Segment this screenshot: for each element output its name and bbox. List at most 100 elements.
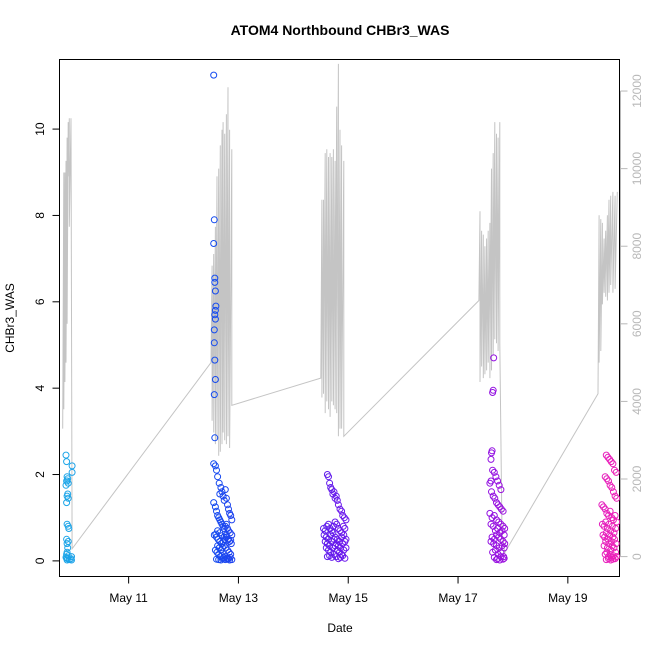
data-point	[602, 451, 610, 459]
data-point	[489, 492, 497, 500]
data-point	[326, 552, 334, 560]
data-point	[608, 484, 616, 491]
data-point	[342, 544, 350, 552]
data-point	[210, 499, 218, 507]
data-point	[325, 473, 332, 481]
data-point	[486, 479, 494, 487]
data-point	[494, 477, 502, 485]
data-point	[497, 505, 505, 513]
data-point	[63, 477, 71, 485]
data-point	[338, 533, 346, 541]
data-point	[486, 509, 494, 517]
y-tick-label: 8	[33, 212, 47, 219]
data-point	[212, 302, 220, 310]
data-point	[211, 287, 219, 295]
data-point	[64, 544, 72, 552]
data-point	[497, 535, 505, 543]
data-point	[341, 538, 349, 545]
data-point	[492, 473, 500, 481]
data-point	[63, 458, 71, 466]
x-axis: May 11 May 13 May 15 May 17 May 19	[109, 576, 588, 605]
data-point	[606, 455, 614, 463]
data-point	[215, 479, 223, 487]
x-axis-label: Date	[327, 621, 353, 635]
data-point	[227, 512, 235, 519]
y-tick-label: 4	[33, 385, 47, 392]
data-point	[211, 306, 219, 314]
data-point	[488, 533, 496, 541]
data-point	[487, 520, 495, 528]
data-point	[611, 492, 619, 500]
data-point	[495, 481, 503, 489]
data-point	[603, 475, 611, 483]
data-point	[334, 501, 342, 509]
flight-4-points	[486, 354, 509, 564]
y2-tick-label: 6000	[630, 310, 644, 337]
data-point	[499, 507, 507, 515]
data-point	[212, 530, 220, 538]
data-point	[613, 518, 621, 526]
data-point	[68, 468, 76, 476]
data-point	[490, 354, 498, 362]
data-point	[211, 546, 219, 554]
data-point	[609, 460, 617, 468]
y2-tick-label: 12000	[630, 74, 644, 108]
data-point	[210, 216, 218, 224]
data-point	[322, 544, 330, 552]
data-point	[332, 553, 340, 561]
data-point	[340, 531, 348, 539]
data-point	[222, 520, 230, 528]
data-point	[339, 522, 347, 530]
data-point	[217, 484, 225, 491]
y-axis-left: 0 2 4 6 8 10	[33, 122, 60, 564]
data-point	[611, 535, 618, 543]
data-point	[63, 540, 71, 548]
data-point	[62, 451, 70, 459]
data-point	[604, 453, 612, 461]
data-point	[500, 544, 508, 552]
data-point	[611, 512, 619, 519]
data-point	[214, 527, 222, 535]
data-point	[63, 535, 71, 543]
data-point	[226, 529, 234, 537]
data-point	[220, 542, 228, 550]
data-point	[598, 501, 606, 509]
x-tick-label: May 13	[219, 591, 259, 605]
data-point	[488, 488, 495, 496]
data-point	[330, 535, 338, 543]
data-point	[338, 529, 346, 537]
y2-tick-label: 0	[630, 553, 644, 560]
flight-3-points	[320, 471, 350, 563]
data-point	[340, 514, 348, 522]
data-point	[213, 466, 220, 474]
flight-1-points	[62, 451, 76, 564]
data-point	[493, 499, 500, 507]
data-point	[497, 486, 505, 494]
data-point	[211, 376, 219, 383]
data-point	[488, 449, 495, 457]
data-point	[333, 496, 341, 504]
data-point	[609, 533, 617, 541]
data-point	[494, 525, 502, 532]
data-point	[330, 488, 338, 496]
data-point	[225, 505, 232, 513]
data-point	[213, 548, 221, 556]
data-point	[211, 315, 219, 323]
data-point	[498, 542, 506, 550]
data-point	[222, 531, 230, 539]
data-point	[493, 531, 500, 539]
data-point	[225, 527, 232, 535]
y-tick-label: 0	[33, 557, 47, 564]
data-point	[328, 486, 336, 494]
data-point	[488, 514, 496, 522]
data-point	[210, 71, 218, 79]
data-point	[214, 473, 222, 481]
x-tick-label: May 15	[329, 591, 369, 605]
data-point	[613, 494, 621, 502]
data-point	[329, 529, 337, 537]
data-point	[228, 516, 236, 524]
y-tick-label: 10	[33, 122, 47, 136]
data-point	[329, 544, 337, 552]
y-tick-label: 6	[33, 298, 47, 305]
chbr3-series	[62, 71, 621, 564]
